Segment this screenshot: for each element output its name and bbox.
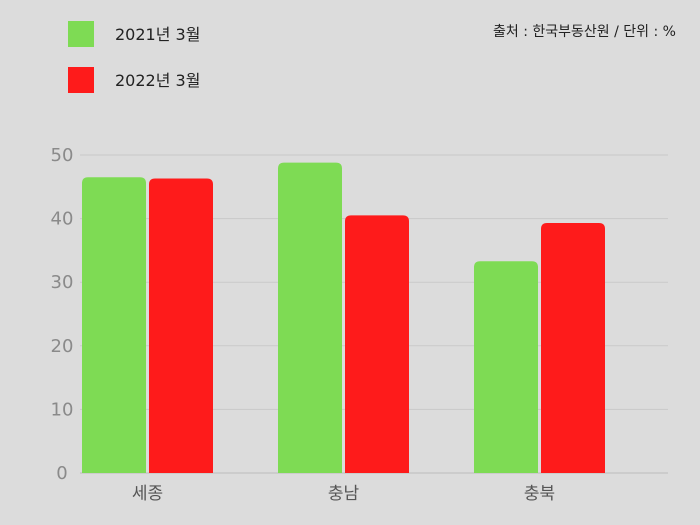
bar-2-1: [541, 223, 605, 473]
x-axis: 세종 충남 충북: [132, 484, 555, 504]
y-tick-label: 10: [51, 399, 74, 420]
bars-layer: [82, 162, 605, 474]
y-tick-label: 30: [51, 272, 74, 293]
x-tick-label: 세종: [132, 484, 163, 504]
y-tick-label: 50: [51, 145, 74, 166]
legend-label-1: 2022년 3월: [115, 71, 200, 90]
bar-1-1: [345, 215, 409, 474]
source-note: 출처 : 한국부동산원 / 단위 : %: [493, 24, 676, 40]
legend-label-0: 2021년 3월: [115, 25, 200, 44]
y-tick-label: 20: [51, 336, 74, 357]
y-tick-label: 0: [56, 463, 67, 484]
x-tick-label: 충북: [524, 484, 555, 504]
bar-0-0: [82, 177, 146, 473]
bar-1-0: [278, 162, 342, 473]
bar-0-1: [149, 178, 213, 474]
y-tick-label: 40: [51, 209, 74, 230]
legend-swatch-0: [68, 21, 94, 47]
legend: 2021년 3월 2022년 3월: [68, 21, 200, 93]
bar-2-0: [474, 261, 538, 473]
x-tick-label: 충남: [328, 484, 360, 504]
legend-swatch-1: [68, 67, 94, 93]
y-axis: 0 10 20 30 40 50: [51, 145, 74, 484]
